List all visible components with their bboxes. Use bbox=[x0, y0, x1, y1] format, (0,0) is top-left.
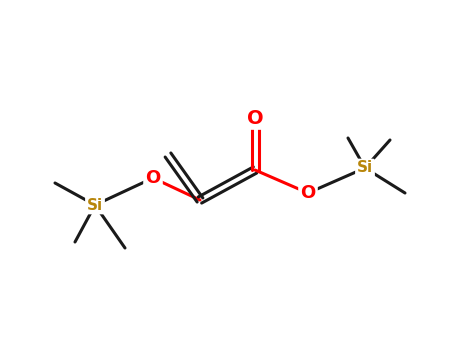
Text: O: O bbox=[247, 108, 263, 127]
Text: O: O bbox=[146, 169, 161, 187]
Text: Si: Si bbox=[87, 197, 103, 212]
Text: Si: Si bbox=[357, 161, 373, 175]
Text: O: O bbox=[300, 184, 316, 202]
